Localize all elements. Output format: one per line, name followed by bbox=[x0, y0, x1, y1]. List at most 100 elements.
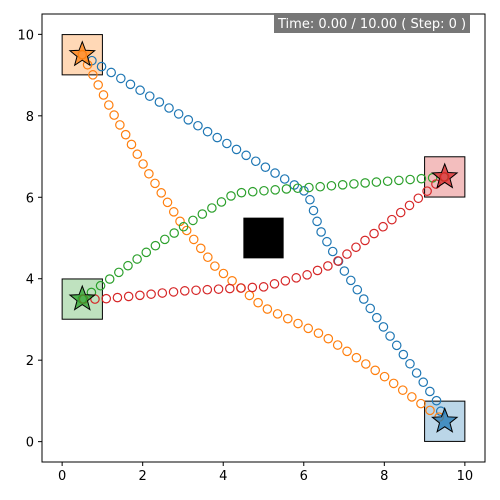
trajectory-point-2-11 bbox=[178, 221, 189, 232]
trajectory-point-1-15 bbox=[162, 197, 173, 208]
trajectory-point-0-9 bbox=[164, 103, 174, 113]
trajectory-point-0-24 bbox=[305, 194, 315, 205]
x-tick-label-2: 2 bbox=[139, 469, 147, 484]
star-marker-2 bbox=[68, 284, 96, 311]
trajectory-point-2-5 bbox=[123, 260, 133, 271]
trajectory-point-3-27 bbox=[168, 287, 179, 297]
trajectory-point-2-16 bbox=[226, 191, 236, 201]
x-tick-label-0: 0 bbox=[58, 469, 66, 484]
x-tick-label-10: 10 bbox=[457, 469, 474, 484]
trajectory-point-1-29 bbox=[272, 309, 283, 319]
trajectory-point-0-5 bbox=[125, 79, 136, 90]
trajectory-point-0-13 bbox=[202, 126, 213, 137]
time-indicator-label: Time: 0.00 / 10.00 ( Step: 0 ) bbox=[277, 17, 466, 32]
trajectory-point-3-31 bbox=[123, 291, 134, 302]
trajectory-point-1-8 bbox=[120, 129, 131, 140]
trajectory-point-1-4 bbox=[98, 90, 109, 100]
trajectory-point-1-45 bbox=[425, 405, 435, 416]
trajectory-point-3-23 bbox=[213, 284, 224, 294]
trajectory-point-0-41 bbox=[405, 358, 415, 369]
trajectory-point-1-27 bbox=[253, 297, 263, 308]
trajectory-point-1-3 bbox=[93, 80, 103, 90]
trajectory-point-3-33 bbox=[101, 293, 112, 304]
trajectory-point-0-40 bbox=[398, 349, 409, 360]
y-tick-label-10: 10 bbox=[17, 28, 34, 43]
trajectory-point-3-12 bbox=[333, 256, 343, 266]
trajectory-point-0-10 bbox=[173, 109, 184, 119]
trajectory-point-0-42 bbox=[411, 368, 422, 378]
trajectory-point-2-31 bbox=[394, 175, 404, 186]
star-marker-0 bbox=[68, 40, 96, 67]
trajectory-point-1-10 bbox=[132, 149, 143, 160]
trajectory-point-0-31 bbox=[339, 266, 350, 276]
trajectory-point-1-13 bbox=[150, 178, 160, 189]
trajectory-point-0-45 bbox=[431, 395, 442, 406]
trajectory-point-3-10 bbox=[351, 242, 361, 253]
obstacle bbox=[243, 217, 284, 259]
trajectory-point-3-11 bbox=[342, 249, 352, 259]
y-tick-label-2: 2 bbox=[26, 354, 34, 369]
trajectory-point-0-27 bbox=[316, 227, 326, 237]
trajectory-point-1-21 bbox=[203, 252, 213, 263]
trajectory-point-0-18 bbox=[250, 156, 261, 167]
trajectory-point-1-22 bbox=[210, 261, 220, 271]
trajectory-point-1-20 bbox=[195, 243, 206, 254]
trajectory-point-2-26 bbox=[337, 180, 348, 190]
trajectory-point-0-21 bbox=[279, 174, 290, 184]
trajectory-point-1-34 bbox=[323, 333, 334, 344]
trajectory-point-0-3 bbox=[106, 67, 116, 78]
trajectory-point-2-4 bbox=[114, 267, 124, 278]
trajectory-point-1-35 bbox=[332, 340, 343, 350]
trajectory-point-1-44 bbox=[416, 398, 426, 409]
trajectory-point-2-15 bbox=[216, 197, 227, 207]
trajectory-point-2-29 bbox=[371, 177, 382, 187]
trajectory-point-3-9 bbox=[360, 235, 370, 246]
trajectory-point-2-22 bbox=[292, 183, 303, 194]
trajectory-point-3-25 bbox=[191, 285, 201, 296]
trajectory-point-1-28 bbox=[262, 304, 273, 314]
trajectory-point-0-26 bbox=[312, 216, 322, 227]
trajectory-point-0-23 bbox=[299, 186, 309, 196]
trajectory-point-3-6 bbox=[387, 214, 397, 225]
trajectory-point-0-14 bbox=[212, 132, 223, 143]
trajectory-point-1-7 bbox=[115, 120, 125, 130]
trajectory-point-1-32 bbox=[303, 323, 314, 334]
trajectory-point-0-38 bbox=[385, 331, 395, 341]
trajectory-point-1-6 bbox=[109, 110, 119, 120]
trajectory-point-2-24 bbox=[315, 181, 326, 192]
trajectory-point-1-2 bbox=[88, 70, 98, 80]
trajectory-point-3-19 bbox=[258, 282, 269, 292]
trajectory-point-3-7 bbox=[378, 221, 388, 232]
trajectory-point-0-15 bbox=[222, 138, 232, 149]
trajectory-point-3-18 bbox=[269, 279, 280, 289]
trajectory-point-2-21 bbox=[281, 184, 292, 194]
trajectory-point-3-20 bbox=[247, 282, 258, 293]
trajectory-point-2-19 bbox=[259, 185, 269, 196]
trajectory-point-3-14 bbox=[312, 265, 323, 276]
trajectory-point-3-8 bbox=[369, 228, 379, 239]
trajectory-point-0-17 bbox=[241, 150, 251, 161]
trajectory-point-1-33 bbox=[313, 328, 324, 338]
trajectory-point-0-11 bbox=[183, 115, 194, 125]
trajectory-point-1-12 bbox=[144, 168, 154, 179]
star-marker-1 bbox=[431, 162, 459, 189]
star-marker-3 bbox=[431, 406, 459, 433]
trajectory-point-2-30 bbox=[382, 176, 393, 187]
x-tick-label-6: 6 bbox=[300, 469, 308, 484]
trajectory-point-0-22 bbox=[289, 180, 300, 190]
trajectory-point-1-14 bbox=[156, 188, 167, 198]
trajectory-point-3-21 bbox=[236, 283, 246, 293]
axes-frame bbox=[41, 13, 486, 463]
trajectory-point-2-27 bbox=[349, 179, 359, 189]
time-indicator: Time: 0.00 / 10.00 ( Step: 0 ) bbox=[274, 13, 470, 33]
trajectory-point-2-20 bbox=[270, 185, 281, 195]
trajectory-point-1-9 bbox=[126, 139, 137, 150]
y-tick-label-8: 8 bbox=[26, 110, 34, 125]
trajectory-point-1-11 bbox=[138, 159, 148, 169]
trajectory-point-0-20 bbox=[270, 168, 280, 178]
trajectory-point-2-23 bbox=[304, 182, 314, 193]
trajectory-point-0-32 bbox=[346, 275, 356, 286]
trajectory-point-1-31 bbox=[293, 318, 303, 329]
trajectory-point-3-2 bbox=[422, 186, 432, 196]
